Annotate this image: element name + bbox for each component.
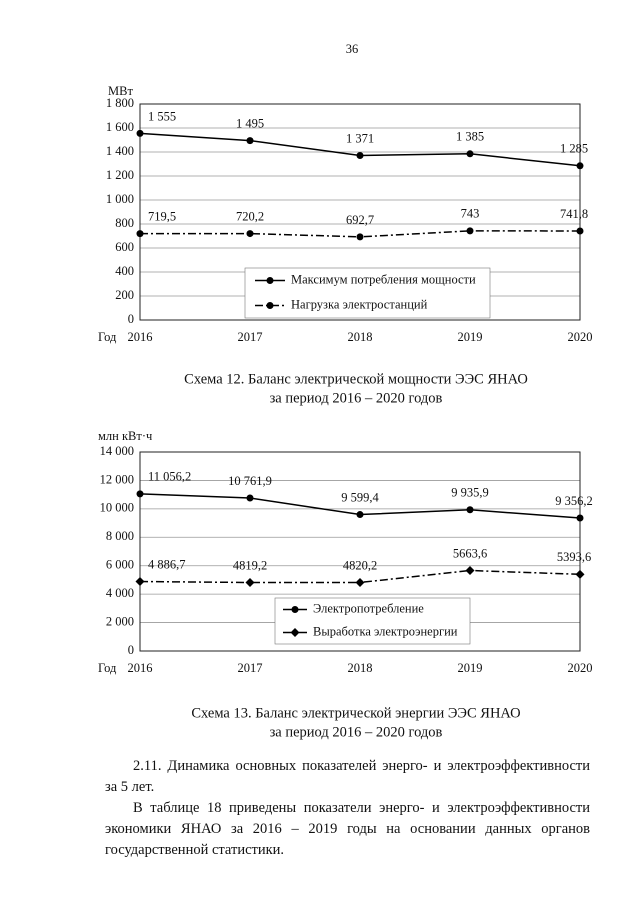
y-tick-label: 8 000 [106, 529, 134, 543]
paragraph: В таблице 18 приведены показатели энерго… [105, 800, 590, 858]
chart-caption: за период 2016 – 2020 годов [270, 724, 443, 740]
legend-box [274, 597, 471, 645]
marker [246, 494, 254, 502]
marker [245, 577, 255, 587]
data-label: 1 495 [236, 116, 264, 130]
legend-label: Выработка электроэнергии [313, 624, 458, 638]
y-tick-label: 200 [115, 288, 134, 302]
data-label: 692,7 [346, 213, 374, 227]
plot-frame [139, 103, 581, 321]
y-axis-unit: млн кВт·ч [98, 429, 152, 443]
marker [356, 151, 364, 159]
data-label: 4820,2 [343, 558, 377, 572]
y-tick-label: 14 000 [100, 444, 134, 458]
x-axis-label: Год [98, 330, 117, 344]
y-axis-unit: МВт [108, 84, 133, 98]
x-tick-label: 2018 [348, 661, 373, 675]
data-label: 1 555 [148, 109, 176, 123]
legend-marker [290, 628, 300, 637]
marker [465, 565, 475, 575]
y-tick-label: 1 200 [106, 168, 134, 182]
data-label: 1 371 [346, 131, 374, 145]
marker [246, 230, 254, 238]
x-tick-label: 2019 [458, 330, 483, 344]
marker [466, 150, 474, 158]
legend-marker [291, 606, 299, 613]
marker [466, 227, 474, 235]
legend-label: Нагрузка электростанций [291, 297, 428, 311]
data-label: 4 886,7 [148, 557, 186, 571]
chart-caption: Схема 12. Баланс электрической мощности … [184, 371, 528, 387]
marker [575, 569, 585, 579]
data-label: 720,2 [236, 209, 264, 223]
y-tick-label: 1 400 [106, 144, 134, 158]
x-tick-label: 2017 [238, 330, 263, 344]
data-label: 743 [461, 207, 480, 221]
data-label: 9 599,4 [341, 490, 379, 504]
data-label: 10 761,9 [228, 474, 272, 488]
x-tick-label: 2016 [128, 330, 153, 344]
legend-marker [266, 277, 274, 284]
plot-frame [139, 451, 581, 652]
legend-marker [266, 302, 274, 309]
x-tick-label: 2017 [238, 661, 263, 675]
data-label: 1 385 [456, 130, 484, 144]
x-tick-label: 2020 [568, 330, 593, 344]
data-label: 9 356,2 [555, 494, 593, 508]
marker [355, 577, 365, 587]
y-tick-label: 4 000 [106, 586, 134, 600]
data-label: 5393,6 [557, 550, 591, 564]
y-tick-label: 1 600 [106, 120, 134, 134]
paragraph: 2.11. Динамика основных показателей энер… [105, 758, 590, 795]
data-label: 4819,2 [233, 558, 267, 572]
legend-box [244, 267, 491, 319]
chart-caption: Схема 13. Баланс электрической энергии Э… [191, 705, 520, 721]
x-tick-label: 2018 [348, 330, 373, 344]
marker [246, 137, 254, 145]
y-tick-label: 0 [128, 312, 134, 326]
x-tick-label: 2019 [458, 661, 483, 675]
y-tick-label: 2 000 [106, 614, 134, 628]
data-label: 719,5 [148, 210, 176, 224]
data-label: 741,8 [560, 207, 588, 221]
x-tick-label: 2016 [128, 661, 153, 675]
data-label: 1 285 [560, 142, 588, 156]
page-number: 36 [346, 42, 359, 56]
legend-label: Максимум потребления мощности [291, 272, 476, 286]
legend-label: Электропотребление [313, 601, 424, 615]
data-label: 9 935,9 [451, 486, 489, 500]
y-tick-label: 400 [115, 264, 134, 278]
marker [576, 162, 584, 170]
marker [356, 511, 364, 519]
marker [356, 233, 364, 241]
x-axis-label: Год [98, 661, 117, 675]
marker [576, 514, 584, 522]
y-tick-label: 1 800 [106, 96, 134, 110]
chart-caption: за период 2016 – 2020 годов [270, 390, 443, 406]
x-tick-label: 2020 [568, 661, 593, 675]
marker [136, 230, 144, 238]
marker [466, 506, 474, 514]
y-tick-label: 1 000 [106, 192, 134, 206]
marker [576, 227, 584, 235]
data-label: 11 056,2 [148, 470, 191, 484]
marker [136, 129, 144, 137]
y-tick-label: 600 [115, 240, 134, 254]
y-tick-label: 0 [128, 643, 134, 657]
y-tick-label: 6 000 [106, 558, 134, 572]
y-tick-label: 800 [115, 216, 134, 230]
y-tick-label: 12 000 [100, 472, 134, 486]
marker [135, 577, 145, 587]
marker [136, 490, 144, 498]
data-label: 5663,6 [453, 546, 487, 560]
y-tick-label: 10 000 [100, 501, 134, 515]
